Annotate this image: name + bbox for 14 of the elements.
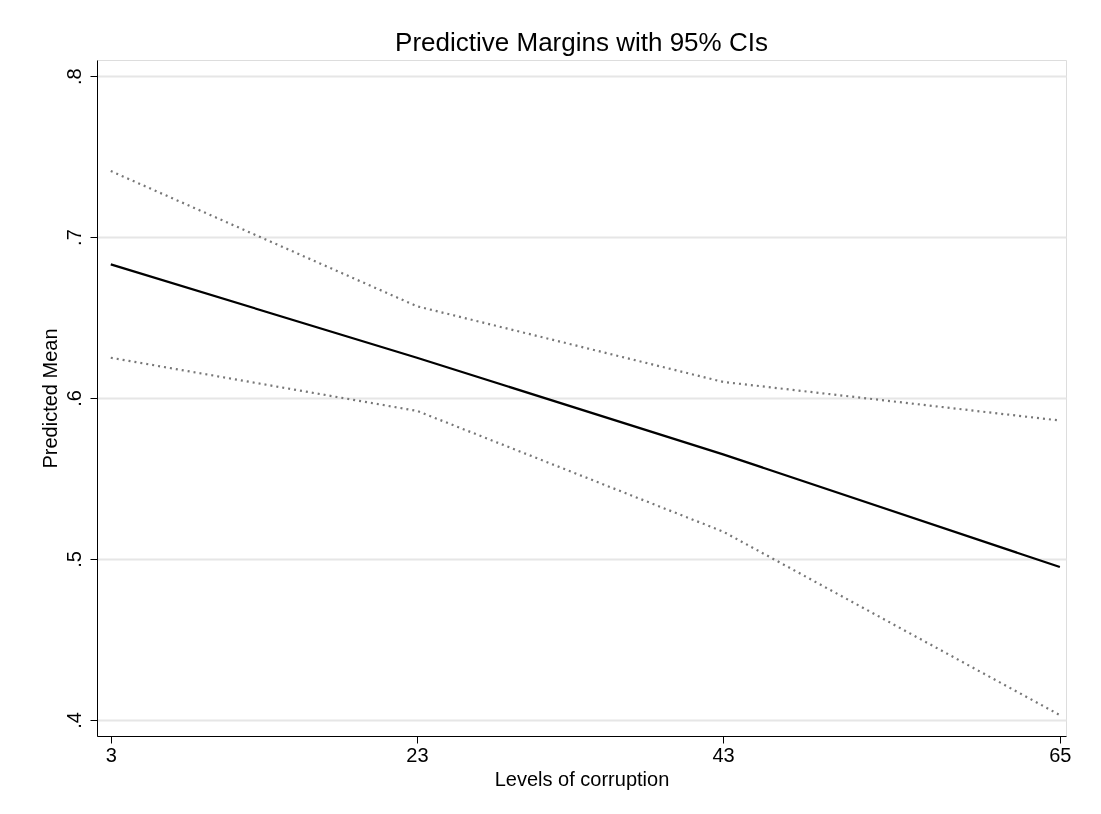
x-tick-label: 3 (105, 743, 117, 766)
x-axis-title: Levels of corruption (494, 767, 670, 790)
x-tick-label: 65 (1049, 743, 1072, 766)
y-axis-title: Predicted Mean (38, 328, 61, 469)
x-tick-label: 43 (712, 743, 735, 766)
y-tick-label: .4 (62, 712, 85, 729)
line-series (109, 356, 1061, 717)
y-tick-label: .8 (62, 68, 85, 85)
y-tick-label: .7 (62, 229, 85, 246)
x-tick-label: 23 (406, 743, 429, 766)
y-tick-label: .5 (62, 551, 85, 568)
chart-title: Predictive Margins with 95% CIs (395, 27, 768, 57)
y-tick-label: .6 (62, 390, 85, 407)
line-series (109, 263, 1061, 569)
